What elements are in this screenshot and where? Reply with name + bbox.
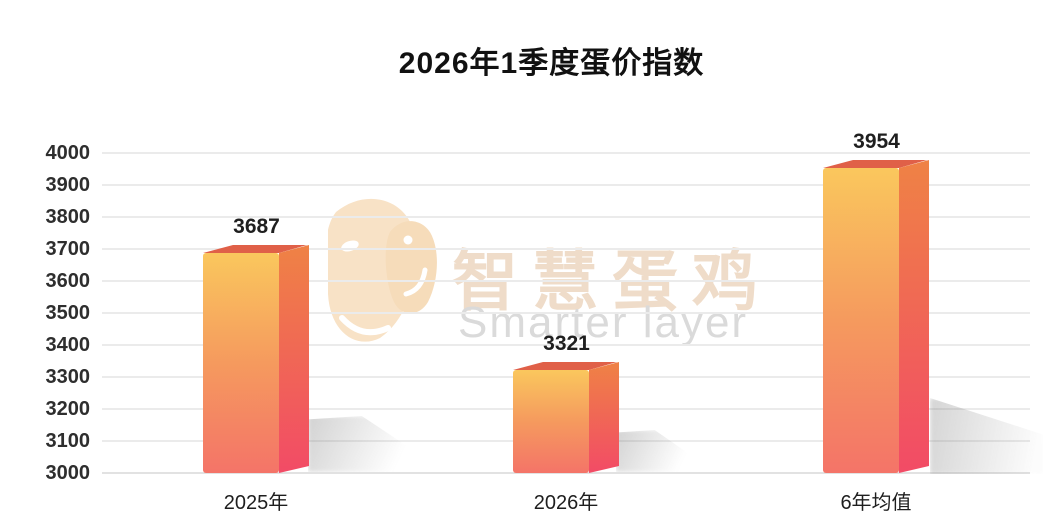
y-tick-label: 3700 [45, 238, 91, 260]
bar-3d [823, 160, 929, 473]
chick-logo-icon [328, 198, 437, 342]
y-tick-label: 3300 [45, 366, 91, 388]
y-tick-label: 3800 [45, 206, 91, 228]
bar-value-label: 3687 [233, 215, 280, 238]
bar-3d [203, 245, 309, 473]
grid-line [102, 184, 1030, 186]
grid-line [102, 280, 1030, 282]
watermark-brand-cn: 智慧蛋鸡 [452, 244, 772, 318]
x-tick-label: 6年均值 [840, 492, 912, 514]
grid-line [102, 216, 1030, 218]
grid-line [102, 152, 1030, 154]
y-tick-label: 3100 [45, 430, 91, 452]
bar-shadow [616, 430, 708, 472]
y-tick-label: 3900 [45, 174, 91, 196]
x-tick-label: 2025年 [223, 492, 289, 514]
grid-line [102, 312, 1030, 314]
y-tick-label: 3500 [45, 302, 91, 324]
y-tick-label: 4000 [45, 142, 91, 164]
y-tick-label: 3600 [45, 270, 91, 292]
bar-3d [513, 362, 619, 473]
bar-value-label: 3321 [543, 332, 590, 355]
chart-title: 2026年1季度蛋价指数 [398, 47, 705, 80]
x-tick-label: 2026年 [533, 492, 599, 514]
y-tick-label: 3000 [45, 462, 91, 484]
bar-value-label: 3954 [853, 130, 900, 153]
bar-shadow [308, 416, 436, 472]
grid-line [102, 344, 1030, 346]
y-tick-label: 3200 [45, 398, 91, 420]
grid-line [102, 248, 1030, 250]
y-tick-label: 3400 [45, 334, 91, 356]
